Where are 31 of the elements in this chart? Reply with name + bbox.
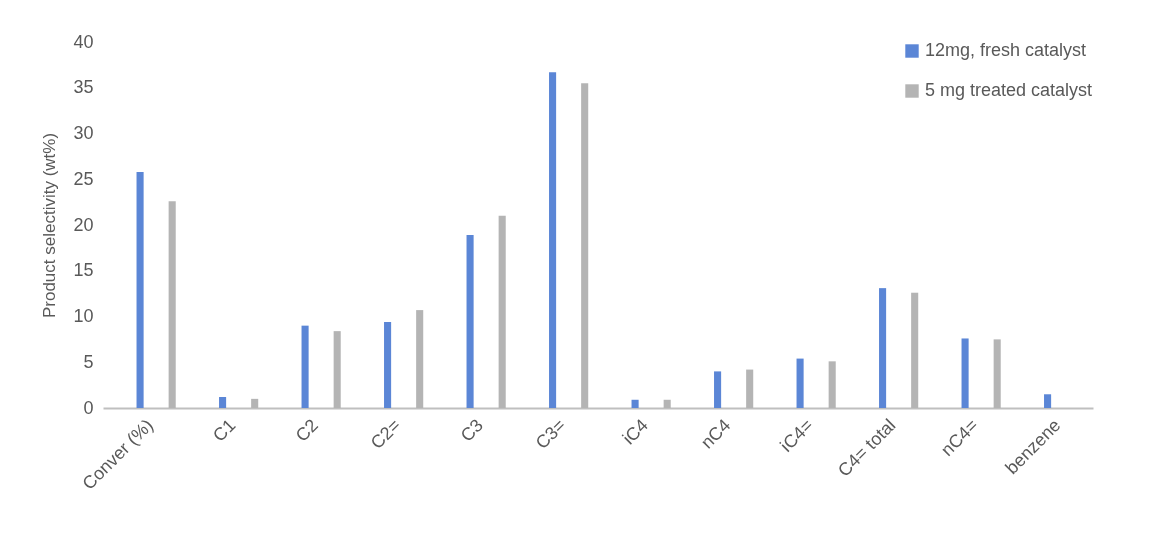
y-axis-title: Product selectivity (wt%) (40, 132, 60, 319)
x-tick-label: C2 (291, 415, 322, 446)
y-tick-label: 30 (73, 123, 94, 143)
bar (384, 321, 392, 408)
x-tick-label: iC4 (618, 415, 652, 449)
x-tick-label: C3= (531, 415, 570, 453)
legend-label: 5 mg treated catalyst (925, 80, 1093, 100)
bar (879, 288, 887, 408)
bar (1044, 394, 1052, 408)
y-tick-label: 25 (73, 168, 94, 189)
bar (714, 371, 722, 408)
y-tick-label: 10 (73, 306, 94, 326)
x-tick-label: C1 (209, 415, 240, 446)
bar (219, 397, 227, 408)
bar (136, 171, 144, 408)
y-tick-label: 20 (73, 214, 94, 235)
x-tick-label: nC4 (696, 415, 735, 453)
bar (961, 338, 969, 408)
legend-label: 12mg, fresh catalyst (925, 40, 1087, 60)
bar (631, 399, 639, 408)
x-tick-label: C2= (366, 415, 405, 453)
y-tick-label: 35 (73, 77, 94, 98)
bar (796, 358, 804, 408)
x-tick-label: C3 (456, 415, 487, 446)
y-tick-label: 40 (73, 31, 94, 52)
y-tick-label: 5 (83, 351, 94, 372)
bar (466, 235, 474, 408)
bar (301, 325, 309, 408)
bar (549, 72, 557, 408)
y-tick-label: 0 (83, 397, 94, 418)
y-tick-label: 15 (73, 260, 94, 281)
